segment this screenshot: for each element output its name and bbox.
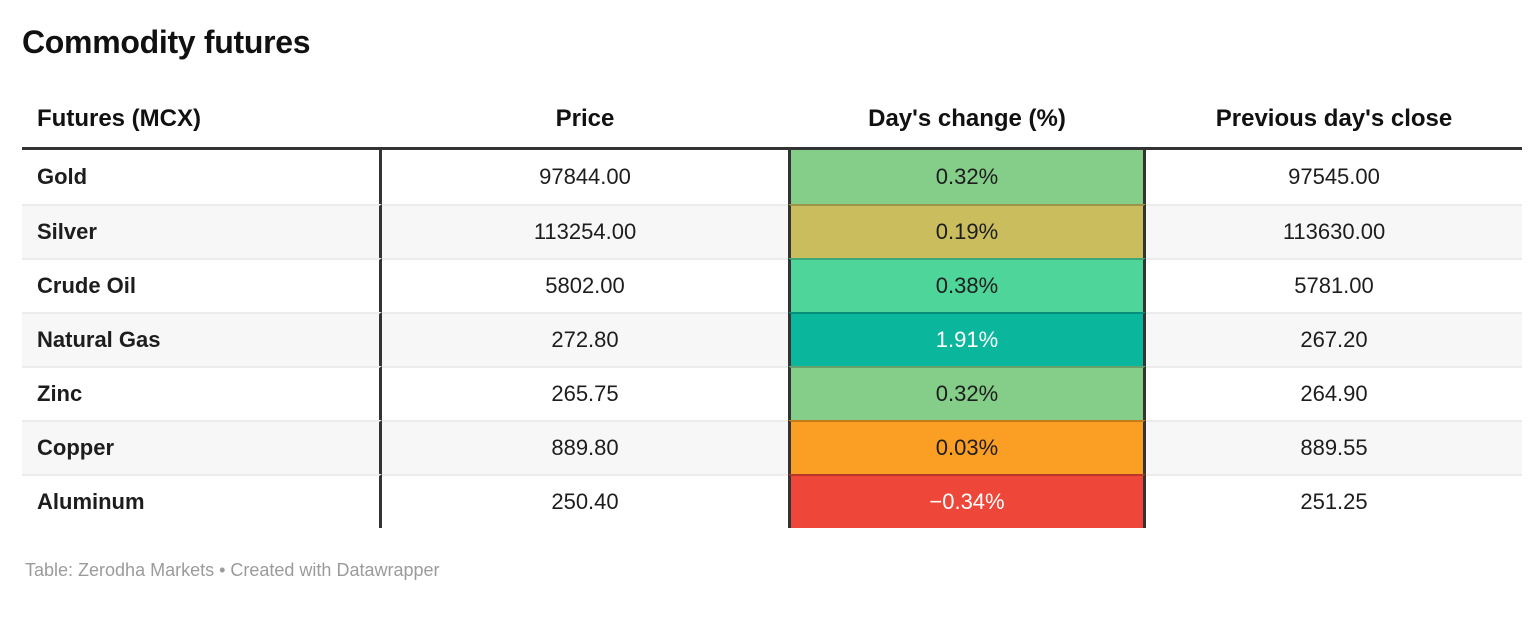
table-row: Aluminum 250.40 −0.34% 251.25 xyxy=(22,474,1522,528)
prev-close-value: 97545.00 xyxy=(1288,164,1380,189)
col-header-prev-close: Previous day's close xyxy=(1146,105,1522,150)
price-value: 250.40 xyxy=(382,474,788,528)
price-value: 97844.00 xyxy=(539,164,631,189)
col-header-price: Price xyxy=(382,105,788,150)
day-change-cell: 0.38% xyxy=(788,258,1146,312)
table-row: Silver 113254.00 0.19% 113630.00 xyxy=(22,204,1522,258)
commodity-name: Gold xyxy=(22,150,382,204)
table-row: Zinc 265.75 0.32% 264.90 xyxy=(22,366,1522,420)
day-change-cell: 0.32% xyxy=(788,150,1146,204)
commodity-name: Crude Oil xyxy=(22,258,382,312)
price-value: 889.80 xyxy=(382,420,788,474)
day-change-cell: 0.19% xyxy=(788,204,1146,258)
table-row: Crude Oil 5802.00 0.38% 5781.00 xyxy=(22,258,1522,312)
commodity-name: Copper xyxy=(22,420,382,474)
attribution-text: Table: Zerodha Markets • Created with Da… xyxy=(25,560,440,580)
price-value: 113254.00 xyxy=(382,204,788,258)
day-change-cell: 0.32% xyxy=(788,366,1146,420)
day-change-cell: 0.03% xyxy=(788,420,1146,474)
prev-close-value: 267.20 xyxy=(1146,312,1522,366)
price-value: 265.75 xyxy=(382,366,788,420)
datawrapper-table-widget: Commodity futures Futures (MCX) Price Da… xyxy=(22,24,1522,580)
commodity-futures-table: Futures (MCX) Price Day's change (%) Pre… xyxy=(22,105,1522,528)
prev-close-value: 889.55 xyxy=(1146,420,1522,474)
col-header-futures: Futures (MCX) xyxy=(22,105,382,150)
header-row: Futures (MCX) Price Day's change (%) Pre… xyxy=(22,105,1522,150)
prev-close-value: 113630.00 xyxy=(1146,204,1522,258)
day-change-cell: 1.91% xyxy=(788,312,1146,366)
prev-close-value: 5781.00 xyxy=(1146,258,1522,312)
price-value: 272.80 xyxy=(382,312,788,366)
table-row: Gold 97844.00 0.32% 97545.00 xyxy=(22,150,1522,204)
col-header-day-change: Day's change (%) xyxy=(788,105,1146,150)
table-row: Copper 889.80 0.03% 889.55 xyxy=(22,420,1522,474)
table-row: Natural Gas 272.80 1.91% 267.20 xyxy=(22,312,1522,366)
commodity-name: Aluminum xyxy=(22,474,382,528)
commodity-name: Zinc xyxy=(22,366,382,420)
prev-close-value: 251.25 xyxy=(1146,474,1522,528)
price-value: 5802.00 xyxy=(382,258,788,312)
commodity-name: Silver xyxy=(22,204,382,258)
commodity-name: Natural Gas xyxy=(22,312,382,366)
prev-close-value: 264.90 xyxy=(1146,366,1522,420)
page-title: Commodity futures xyxy=(22,24,311,60)
day-change-cell: −0.34% xyxy=(788,474,1146,528)
